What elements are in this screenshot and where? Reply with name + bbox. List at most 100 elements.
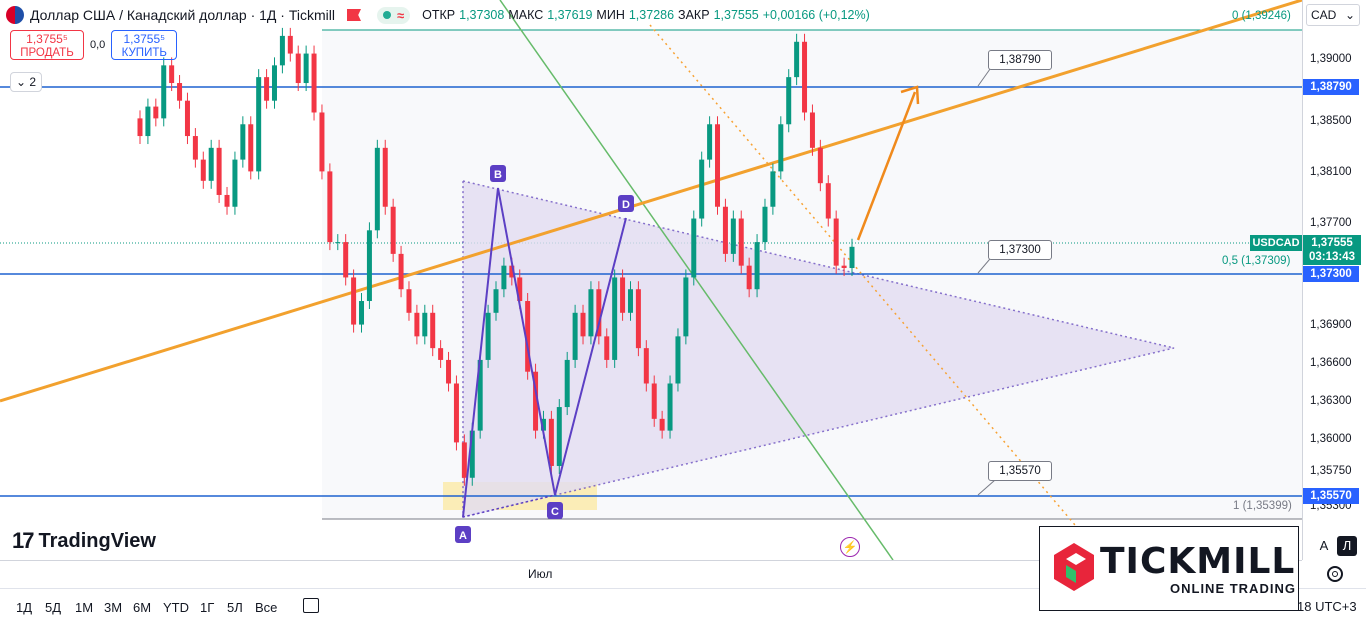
spread-value: 0,0	[90, 39, 106, 51]
abcd-pattern-line	[462, 187, 627, 518]
price-tick: 1,36900	[1310, 319, 1352, 331]
candle-body	[548, 418, 554, 466]
market-status-pill[interactable]: ≈	[377, 6, 411, 24]
indicators-toggle[interactable]: ⌄ 2	[10, 72, 43, 92]
currency-label: CAD	[1311, 8, 1337, 22]
candle-body	[327, 171, 333, 243]
market-open-dot-icon	[383, 11, 391, 19]
candle-body	[540, 418, 546, 431]
range-all[interactable]: Все	[255, 600, 278, 615]
candle-body	[453, 383, 459, 443]
range-5d[interactable]: 5Д	[45, 600, 62, 615]
candle-body	[564, 359, 570, 408]
candle-body	[643, 348, 649, 384]
current-price-badge: 1,37555 03:13:43	[1303, 235, 1361, 265]
orange-trendline[interactable]	[0, 0, 1302, 403]
candle-body	[833, 218, 839, 266]
candle-body	[509, 265, 515, 278]
currency-selector[interactable]: CAD ⌄	[1306, 4, 1360, 26]
point-d-label: D	[622, 199, 630, 211]
bar-countdown: 03:13:43	[1308, 251, 1356, 263]
green-trendline[interactable]	[499, 0, 894, 560]
price-callout[interactable]: 1,37300	[988, 240, 1052, 260]
orange-dotted-line[interactable]	[649, 24, 1076, 526]
range-6m[interactable]: 6М	[133, 600, 152, 615]
level-mid-label: 1,37300	[1303, 266, 1359, 282]
candle-body	[501, 265, 507, 290]
candle-body	[145, 106, 151, 137]
candle-body	[200, 159, 206, 181]
price-chart[interactable]: A B C D	[0, 0, 1302, 560]
range-1y[interactable]: 1Г	[200, 600, 215, 615]
flag-icon[interactable]	[347, 9, 361, 21]
candle-body	[335, 242, 341, 244]
open-label: ОТКР	[422, 8, 456, 22]
tickmill-mark-icon	[1054, 543, 1094, 591]
candle-body	[398, 253, 404, 290]
range-1d[interactable]: 1Д	[16, 600, 33, 615]
auto-scale-button[interactable]: A	[1319, 538, 1329, 553]
range-1m[interactable]: 1М	[75, 600, 94, 615]
close-value: 1,37555	[713, 8, 759, 22]
candle-body	[707, 124, 713, 160]
candle-body	[786, 77, 792, 125]
wave-icon: ≈	[397, 7, 405, 23]
point-c-marker	[547, 502, 563, 519]
candle-body	[754, 242, 760, 290]
candle-body	[192, 136, 198, 160]
candle-body	[588, 289, 594, 337]
price-tick: 1,36000	[1310, 433, 1352, 445]
buy-button[interactable]: 1,3755⁵ КУПИТЬ	[111, 30, 178, 60]
candle-body	[556, 407, 562, 466]
candle-body	[778, 124, 784, 172]
candle-body	[295, 53, 301, 84]
point-c-label: C	[551, 506, 559, 518]
tradingview-text: TradingView	[38, 529, 156, 552]
high-value: 1,37619	[547, 8, 593, 22]
current-price: 1,37555	[1311, 237, 1353, 249]
timezone-label[interactable]: 18 UTC+3	[1297, 599, 1357, 614]
candle-body	[659, 418, 665, 431]
point-d-marker	[618, 195, 634, 212]
price-callout[interactable]: 1,38790	[988, 50, 1052, 70]
candle-body	[287, 35, 293, 54]
chart-title[interactable]: Доллар США / Канадский доллар · 1Д · Tic…	[30, 7, 335, 23]
sell-button[interactable]: 1,3755⁵ ПРОДАТЬ	[10, 30, 84, 60]
price-tick: 1,39000	[1310, 53, 1352, 65]
range-3m[interactable]: 3М	[104, 600, 123, 615]
high-label: МАКС	[508, 8, 544, 22]
candle-body	[279, 35, 285, 66]
log-scale-button[interactable]: Л	[1337, 536, 1357, 556]
candle-body	[841, 265, 847, 269]
tradingview-logo[interactable]: 17 TradingView	[12, 528, 156, 554]
candle-body	[683, 277, 689, 337]
candle-body	[469, 430, 475, 478]
fib-label-top: 0 (1,39246)	[1232, 10, 1291, 22]
candle-body	[438, 348, 444, 360]
calendar-icon[interactable]	[303, 598, 319, 613]
candle-body	[572, 312, 578, 360]
gear-icon[interactable]	[1327, 566, 1343, 582]
range-5y[interactable]: 5Л	[227, 600, 243, 615]
range-ytd[interactable]: YTD	[163, 600, 189, 615]
candle-body	[232, 159, 238, 207]
candle-body	[208, 147, 214, 181]
tickmill-logo: TICKMILL ONLINE TRADING	[1039, 526, 1299, 611]
candle-body	[161, 65, 167, 119]
sell-price: 1,3755⁵	[26, 32, 68, 46]
candle-body	[271, 65, 277, 101]
forecast-arrow[interactable]	[856, 91, 917, 241]
candle-body	[461, 442, 467, 478]
price-callout[interactable]: 1,35570	[988, 461, 1052, 481]
candle-body	[691, 218, 697, 278]
candle-body	[580, 312, 586, 337]
candle-body	[303, 53, 309, 84]
candle-body	[390, 206, 396, 254]
low-label: МИН	[596, 8, 625, 22]
candle-body	[319, 112, 325, 172]
lightning-icon[interactable]: ⚡	[840, 537, 860, 557]
candle-body	[422, 312, 428, 337]
candle-body	[825, 183, 831, 219]
candle-body	[667, 383, 673, 431]
point-a-marker	[455, 526, 471, 543]
